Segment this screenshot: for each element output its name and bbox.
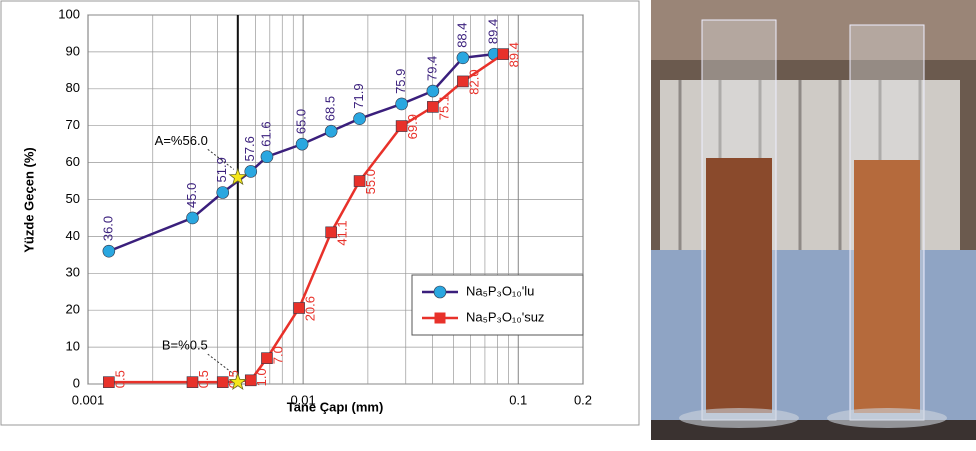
data-label: 69.9 xyxy=(405,114,420,139)
marker xyxy=(245,165,257,177)
legend-label: Na₅P₃O₁₀'lu xyxy=(466,283,534,298)
data-label: 82.0 xyxy=(466,69,481,94)
data-label: 79.4 xyxy=(424,56,439,81)
marker xyxy=(261,151,273,163)
data-label: 89.4 xyxy=(486,19,501,44)
annotation-label: A=%56.0 xyxy=(155,133,208,148)
base-left xyxy=(679,408,799,428)
y-tick-label: 80 xyxy=(66,80,80,95)
marker xyxy=(217,186,229,198)
photo xyxy=(651,0,976,440)
data-label: 51.9 xyxy=(214,157,229,182)
data-label: 55.0 xyxy=(363,169,378,194)
page: Tane Çapı (mm) Yüzde Geçen (%) 010203040… xyxy=(0,0,976,446)
marker xyxy=(396,98,408,110)
data-label: 88.4 xyxy=(454,22,469,47)
y-tick-label: 30 xyxy=(66,265,80,280)
marker xyxy=(186,212,198,224)
data-label: 0.5 xyxy=(112,370,127,388)
table-cloth xyxy=(651,250,976,420)
marker xyxy=(457,52,469,64)
legend-label: Na₅P₃O₁₀'suz xyxy=(466,309,544,324)
marker xyxy=(354,113,366,125)
y-tick-label: 70 xyxy=(66,117,80,132)
x-tick-label: 0.001 xyxy=(72,392,105,407)
liquid-right xyxy=(854,160,920,413)
data-label: 65.0 xyxy=(294,109,309,134)
y-tick-label: 20 xyxy=(66,302,80,317)
y-tick-label: 60 xyxy=(66,154,80,169)
y-tick-label: 100 xyxy=(58,6,80,21)
photo-wall xyxy=(651,0,976,60)
data-label: 75.9 xyxy=(393,69,408,94)
data-label: 0.5 xyxy=(196,370,211,388)
legend-marker xyxy=(434,286,446,298)
y-tick-label: 10 xyxy=(66,339,80,354)
y-tick-label: 0 xyxy=(73,375,80,390)
data-label: 41.1 xyxy=(335,220,350,245)
y-tick-label: 40 xyxy=(66,228,80,243)
data-label: 89.4 xyxy=(507,42,522,67)
marker xyxy=(325,125,337,137)
liquid-left xyxy=(706,158,772,413)
data-label: 20.6 xyxy=(303,296,318,321)
data-label: 68.5 xyxy=(323,96,338,121)
data-label: 71.9 xyxy=(351,83,366,108)
data-label: 45.0 xyxy=(184,183,199,208)
x-tick-label: 0.01 xyxy=(290,392,315,407)
base-right xyxy=(827,408,947,428)
data-label: 57.6 xyxy=(242,136,257,161)
x-tick-label: 0.1 xyxy=(509,392,527,407)
y-axis-label: Yüzde Geçen (%) xyxy=(21,147,36,252)
data-label: 7.0 xyxy=(270,346,285,364)
data-label: 1.0 xyxy=(254,368,269,386)
data-label: 36.0 xyxy=(100,216,115,241)
marker xyxy=(103,245,115,257)
data-label: 75.1 xyxy=(436,95,451,120)
figure: Tane Çapı (mm) Yüzde Geçen (%) 010203040… xyxy=(0,0,976,446)
data-label: 61.6 xyxy=(258,121,273,146)
x-tick-label: 0.2 xyxy=(574,392,592,407)
marker xyxy=(296,138,308,150)
annotation-label: B=%0.5 xyxy=(162,338,208,353)
y-tick-label: 90 xyxy=(66,43,80,58)
legend-marker xyxy=(435,313,446,324)
y-tick-label: 50 xyxy=(66,191,80,206)
